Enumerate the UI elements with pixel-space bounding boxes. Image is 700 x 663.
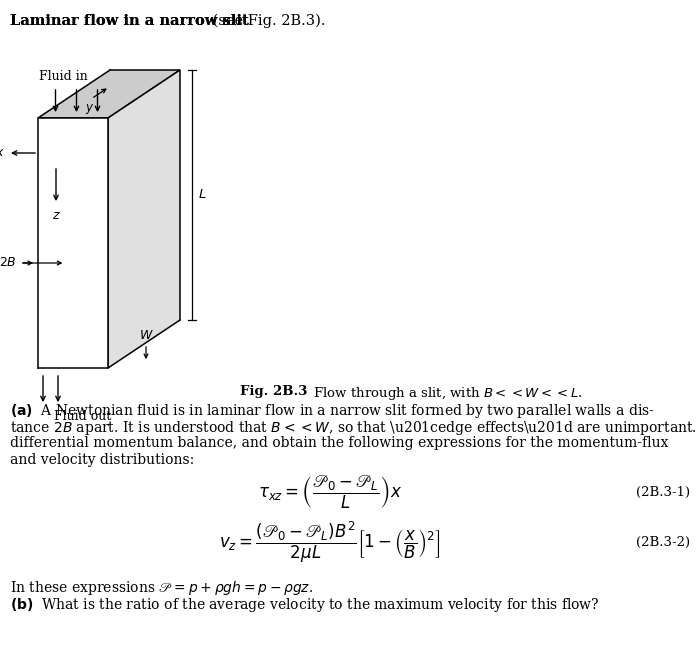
Text: (2B.3-2): (2B.3-2) (636, 536, 690, 548)
Polygon shape (38, 70, 180, 118)
Text: and velocity distributions:: and velocity distributions: (10, 453, 195, 467)
Text: $\tau_{xz} = \left(\dfrac{\mathscr{P}_0 - \mathscr{P}_L}{L}\right)x$: $\tau_{xz} = \left(\dfrac{\mathscr{P}_0 … (258, 473, 402, 511)
Text: (2B.3-1): (2B.3-1) (636, 485, 690, 499)
Text: (see Fig. 2B.3).: (see Fig. 2B.3). (208, 14, 326, 29)
Text: $L$: $L$ (198, 188, 206, 202)
Text: Laminar flow in a narrow slit: Laminar flow in a narrow slit (10, 14, 248, 28)
Text: Fig. 2B.3: Fig. 2B.3 (240, 385, 307, 398)
Text: $\bf{(b)}$  What is the ratio of the average velocity to the maximum velocity fo: $\bf{(b)}$ What is the ratio of the aver… (10, 596, 600, 614)
Polygon shape (108, 70, 180, 368)
Text: $y$: $y$ (85, 102, 94, 116)
Text: Fluid in: Fluid in (38, 70, 88, 83)
Text: Laminar flow in a narrow slit: Laminar flow in a narrow slit (10, 14, 248, 28)
Text: $v_z = \dfrac{(\mathscr{P}_0 - \mathscr{P}_L)B^2}{2\mu L}\left[1 - \left(\dfrac{: $v_z = \dfrac{(\mathscr{P}_0 - \mathscr{… (219, 519, 440, 565)
Polygon shape (38, 118, 108, 368)
Text: In these expressions $\mathscr{P} = p + \rho gh = p - \rho gz$.: In these expressions $\mathscr{P} = p + … (10, 579, 313, 597)
Text: $W$: $W$ (139, 329, 153, 342)
Text: tance $2B$ apart. It is understood that $B << W$, so that \u201cedge effects\u20: tance $2B$ apart. It is understood that … (10, 419, 700, 437)
Text: differential momentum balance, and obtain the following expressions for the mome: differential momentum balance, and obtai… (10, 436, 668, 450)
Text: Flow through a slit, with $B << W << L$.: Flow through a slit, with $B << W << L$. (305, 385, 582, 402)
Text: $2B$: $2B$ (0, 257, 17, 269)
Text: $z$: $z$ (52, 209, 60, 222)
Text: $\bf{(a)}$  A Newtonian fluid is in laminar flow in a narrow slit formed by two : $\bf{(a)}$ A Newtonian fluid is in lamin… (10, 402, 654, 420)
Text: Fluid out: Fluid out (55, 410, 111, 423)
Text: $x$: $x$ (0, 147, 5, 160)
